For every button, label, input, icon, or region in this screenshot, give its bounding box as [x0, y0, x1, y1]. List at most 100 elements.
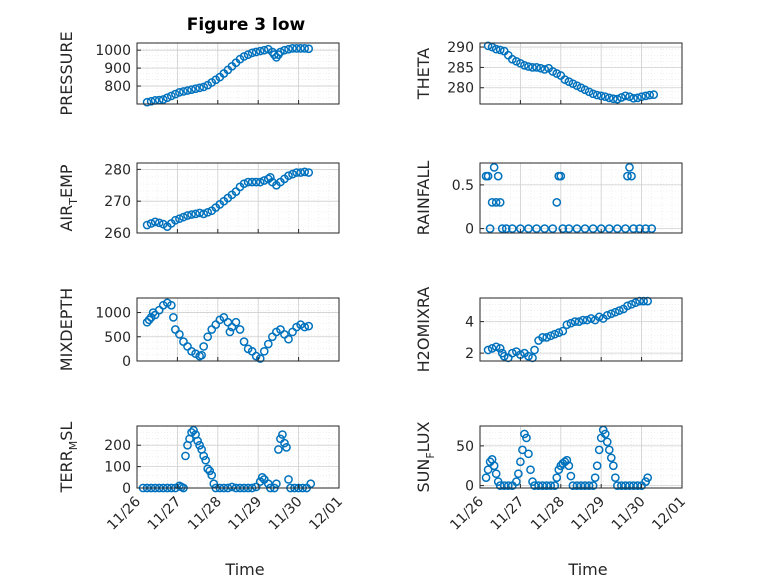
data-point: [548, 224, 558, 233]
data-point: [546, 331, 556, 341]
data-point: [251, 482, 261, 492]
data-point: [306, 479, 316, 489]
data-point: [276, 47, 285, 57]
data-point: [606, 453, 616, 463]
data-point: [536, 63, 545, 73]
data-point: [592, 461, 602, 471]
data-point: [564, 461, 574, 471]
data-point: [175, 87, 184, 97]
data-point: [300, 44, 310, 53]
data-point: [183, 86, 192, 95]
data-point: [524, 62, 533, 71]
axes-frame: [136, 42, 340, 105]
data-point: [280, 45, 289, 55]
data-point: [205, 466, 215, 476]
data-point: [239, 52, 249, 61]
x-tick-label: 12/01: [649, 494, 689, 534]
y-tick-label: 900: [104, 61, 131, 77]
data-point: [489, 163, 499, 172]
data-point: [530, 481, 539, 490]
data-point: [615, 306, 624, 315]
data-point: [487, 198, 497, 207]
data-point: [493, 171, 503, 181]
y-tick-label: 4: [465, 315, 474, 331]
data-point: [207, 470, 217, 480]
axes-frame: [479, 425, 683, 489]
data-point: [558, 326, 568, 336]
data-point: [608, 94, 618, 104]
data-point: [627, 299, 636, 309]
data-point: [528, 63, 537, 72]
data-point: [550, 329, 560, 339]
axes-frame: [479, 42, 683, 105]
data-point: [566, 471, 576, 481]
data-point: [576, 481, 586, 490]
y-axis-label: H2OMIXRA: [414, 287, 433, 373]
data-point: [530, 345, 539, 355]
data-point: [546, 481, 556, 490]
data-point: [251, 47, 261, 57]
data-point: [280, 438, 289, 448]
data-point: [243, 177, 253, 187]
data-point: [538, 481, 547, 490]
y-axis-label-tail: EMP: [57, 164, 76, 198]
data-point: [621, 224, 630, 233]
y-axis-label-text: SUN: [414, 459, 433, 493]
data-point: [621, 91, 630, 101]
y-axis-label: RAINFALL: [414, 161, 433, 236]
y-axis-label-subscript: F: [424, 452, 437, 458]
data-point: [503, 481, 513, 490]
data-point: [189, 425, 198, 435]
data-point: [540, 65, 549, 74]
y-tick-label: 800: [104, 79, 131, 95]
data-point: [604, 445, 614, 455]
y-tick-label: 260: [104, 226, 131, 242]
data-point: [512, 477, 521, 486]
data-point: [602, 437, 612, 447]
data-point: [284, 171, 293, 181]
data-point: [574, 317, 584, 326]
x-tick-label: 11/27: [488, 494, 528, 534]
y-tick-label: 0: [122, 481, 131, 497]
y-axis-label: SUNFLUX: [414, 421, 437, 492]
data-point: [550, 481, 560, 490]
y-axis-label-tail: SL: [57, 422, 76, 441]
data-point: [645, 90, 655, 100]
data-point: [608, 461, 618, 471]
data-point: [617, 93, 626, 102]
data-point: [259, 346, 269, 356]
data-point: [491, 342, 501, 352]
data-point: [162, 93, 172, 103]
data-point: [570, 317, 580, 326]
x-tick-label: 11/26: [104, 494, 144, 534]
data-point: [292, 168, 301, 177]
data-point: [580, 224, 590, 233]
data-point: [481, 473, 491, 483]
y-axis-label: PRESSURE: [57, 31, 76, 115]
data-point: [590, 473, 600, 483]
data-point: [613, 94, 622, 104]
data-point: [641, 91, 650, 101]
axes-frame: [479, 162, 683, 234]
data-point: [610, 473, 620, 483]
subplot-3: 260 270 280 AIRTEMP: [57, 162, 340, 242]
data-point: [499, 351, 509, 361]
x-tick-label: 11/29: [568, 494, 608, 534]
y-axis-label-text: PRESSURE: [57, 31, 76, 115]
y-tick-label: 290: [447, 40, 474, 56]
data-point: [288, 44, 297, 53]
subplot-2: 280 285 290 THETA: [414, 40, 683, 105]
data-point: [586, 314, 596, 323]
y-axis-label-tail: LUX: [414, 421, 433, 452]
axes-frame: [136, 297, 340, 362]
data-point: [534, 481, 543, 490]
data-point: [625, 92, 634, 102]
data-point: [483, 465, 493, 475]
data-point: [562, 455, 572, 465]
data-point: [596, 91, 606, 101]
y-axis-label-text: RAINFALL: [414, 161, 433, 236]
data-point: [183, 211, 192, 220]
y-tick-label: 270: [104, 194, 131, 210]
data-point: [538, 333, 547, 342]
subplot-4: 0 0.5 RAINFALL: [414, 161, 683, 238]
